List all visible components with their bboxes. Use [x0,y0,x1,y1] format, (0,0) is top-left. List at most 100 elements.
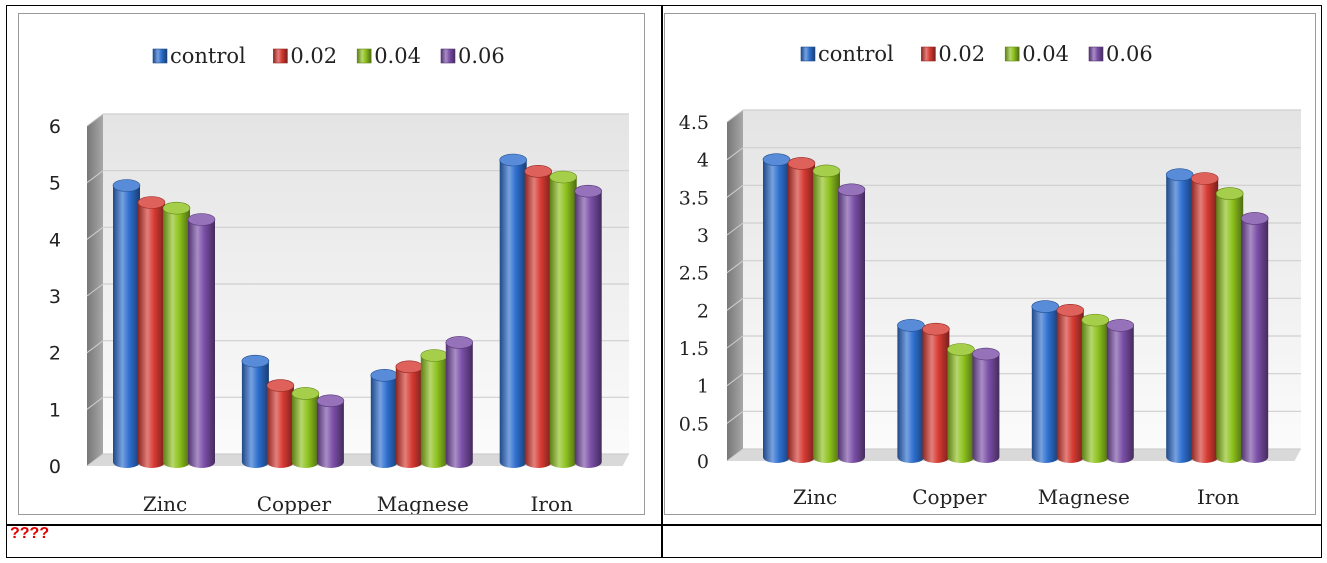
bar [1215,187,1244,464]
x-tick-label: Iron [531,492,574,514]
x-tick-label: Zinc [793,485,837,509]
bar [1081,313,1110,463]
gridline-side [86,396,104,410]
table-divider-horizontal [7,524,1321,526]
gridline-side [726,260,744,274]
y-tick-label: 2.5 [679,263,709,285]
legend-label: 0.02 [290,44,337,68]
x-tick-label: Iron [1197,485,1240,509]
layout-table [6,5,1322,558]
legend-swatch [440,48,456,64]
legend-swatch [356,48,372,64]
bar [137,196,166,469]
bar [499,153,528,469]
legend-swatch [800,46,816,62]
legend-entry: 0.02 [273,44,337,68]
legend-label: 0.06 [1106,42,1153,66]
legend-entry: 0.06 [440,44,505,68]
chart-right-svg: 0 0.5 1 1.5 2 2.5 3 3.5 4 4.5 Zinc Copper Magnese Iro… [679,42,1301,509]
chart-left-svg: 0 1 2 3 4 5 6 Zinc Copper Magnese Iron control 0.02 0… [49,44,629,516]
y-tick-label: 5 [49,173,61,195]
x-tick-label: Copper [257,492,332,514]
bar [1056,304,1085,463]
y-tick-label: 4 [49,229,61,251]
gridline-side [726,222,744,236]
legend-label: 0.06 [458,44,505,68]
table-divider-vertical [661,6,663,557]
x-tick-label: Copper [912,485,987,509]
y-tick-label: 2 [49,343,61,365]
y-tick-label: 3.5 [679,187,709,209]
bar [524,165,553,469]
legend-label: 0.04 [374,44,421,68]
bar [395,360,424,469]
bar [1240,212,1269,463]
legend-swatch [921,46,936,62]
gridline-side [86,453,104,467]
legend-entry: control [152,44,246,68]
bar [1165,168,1194,463]
y-tick-label: 0.5 [679,413,709,435]
y-tick-label: 3 [697,225,709,247]
bar [812,164,841,463]
bar [837,183,866,464]
y-tick-label: 4.5 [679,112,709,134]
gridline-side [726,109,744,123]
x-tick-label: Magnese [1038,485,1130,509]
y-tick-label: 3 [49,286,61,308]
y-tick-label: 1 [49,399,61,421]
x-tick-label: Zinc [143,492,187,514]
bar [549,170,578,469]
x-tick-label: Magnese [377,492,469,514]
legend-swatch [1088,46,1104,62]
gridline-side [726,410,744,424]
bar [266,379,295,469]
legend-swatch [152,48,168,64]
gridline-side [86,283,104,297]
bar [291,387,320,469]
y-tick-label: 0 [697,451,709,473]
bar [420,349,449,469]
bar [1190,172,1219,463]
bar [947,343,975,463]
bar [1106,319,1135,463]
legend-label: 0.02 [938,42,985,66]
bar [370,369,399,469]
gridline-side [86,340,104,354]
bar [112,179,141,469]
legend-entry: 0.04 [1004,42,1069,66]
floor [727,449,1301,461]
bar [445,336,474,469]
gridline-side [726,373,744,387]
gridline-side [726,335,744,349]
legend-entry: 0.02 [921,42,985,66]
gridline-side [86,113,104,127]
bar [897,319,925,463]
legend-label: control [818,42,894,66]
legend-swatch [1004,46,1020,62]
bar [787,157,816,463]
bar [241,354,270,469]
bar [574,184,603,469]
chart-left: 0 1 2 3 4 5 6 Zinc Copper Magnese Iron control 0.02 0… [18,13,645,516]
bar [762,153,791,463]
bar [162,201,191,469]
back-wall [743,110,1301,449]
legend-swatch [273,48,288,64]
bar [187,213,216,469]
legend-entry: 0.06 [1088,42,1153,66]
y-tick-label: 2 [697,300,709,322]
gridline-side [726,147,744,161]
bar [1031,300,1060,463]
gridline-side [726,448,744,462]
y-tick-label: 0 [49,456,61,478]
gridline-side [726,297,744,311]
chart-right: 0 0.5 1 1.5 2 2.5 3 3.5 4 4.5 Zinc Copper Magnese Iro… [664,13,1316,515]
bar [316,394,345,469]
gridline-side [86,170,104,184]
legend-label: control [170,44,246,68]
gridline-side [726,184,744,198]
bar [972,347,1000,463]
figure-caption: ???? [10,525,50,542]
